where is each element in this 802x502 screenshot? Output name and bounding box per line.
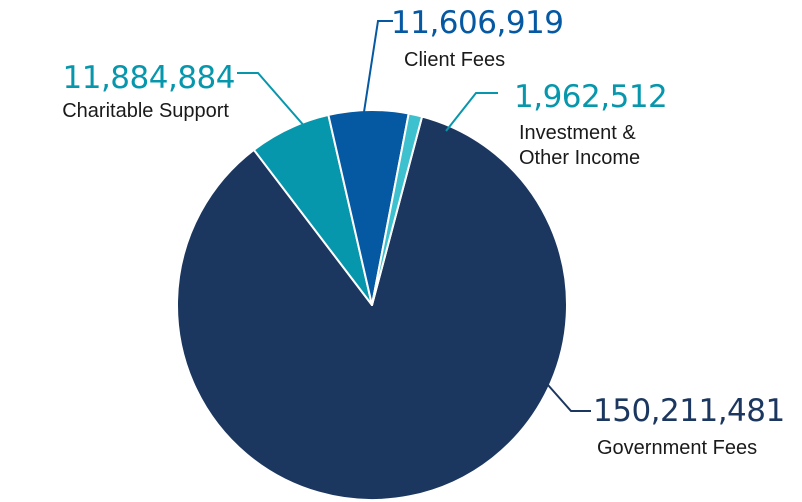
- slice-category-label: Investment &: [519, 122, 636, 144]
- pie-slice-government-fees: [176, 115, 568, 501]
- slice-category-label: Charitable Support: [62, 100, 229, 122]
- leader-lines: [237, 20, 591, 412]
- slice-value-label: 11,884,884: [63, 60, 236, 96]
- slice-category-label: Other Income: [519, 147, 640, 169]
- slice-category-label: Client Fees: [404, 49, 505, 71]
- pie-slice-investment-other-income: [371, 112, 424, 306]
- leader-line: [237, 72, 307, 129]
- slice-value-label: 150,211,481: [593, 393, 785, 429]
- slice-value-label: 11,606,919: [391, 5, 564, 41]
- pie-slices: [176, 109, 568, 501]
- slice-category-label: Government Fees: [597, 437, 757, 459]
- slice-value-label: 1,962,512: [514, 79, 667, 115]
- leader-line: [547, 384, 591, 412]
- leader-line: [363, 20, 393, 113]
- leader-line: [445, 92, 498, 132]
